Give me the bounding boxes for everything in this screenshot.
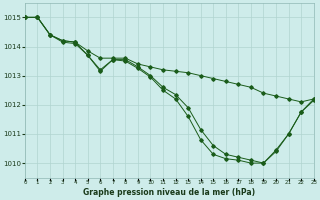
X-axis label: Graphe pression niveau de la mer (hPa): Graphe pression niveau de la mer (hPa) [83, 188, 255, 197]
